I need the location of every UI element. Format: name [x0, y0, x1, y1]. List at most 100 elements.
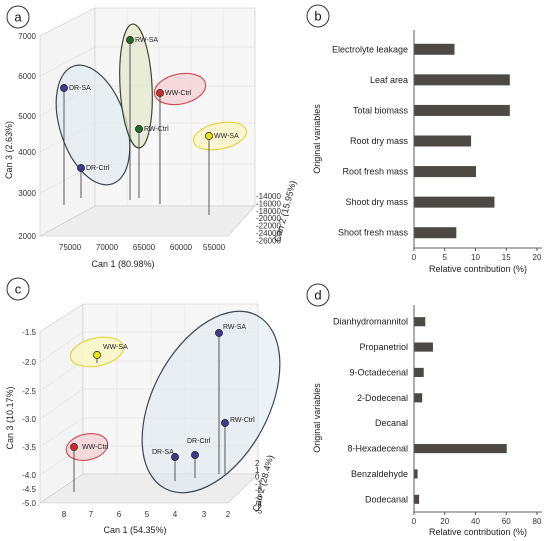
category-label-dodecanal: Dodecanal: [365, 494, 408, 504]
z-tick-22000: -22000: [256, 222, 281, 231]
panel-c-ellipse-ww-ctrl: [65, 433, 109, 461]
x-tick-label-15: 15: [502, 253, 511, 262]
panel-c-badge-letter: c: [15, 282, 22, 297]
panel-d-badge: [306, 283, 330, 307]
bar-electrolyte-leakage: [414, 43, 455, 55]
y-tick-4-0: -4.0: [22, 471, 36, 480]
z-tick-1: 1: [255, 466, 260, 475]
point-label-rw-ctrl: RW-Ctrl: [230, 417, 255, 424]
category-label-9-octadecenal: 9-Octadecenal: [349, 367, 408, 377]
x-tick-55000: 55000: [203, 243, 226, 252]
y-tick-4000: 4000: [18, 148, 36, 157]
panel-a-ellipse-ww-sa: [192, 121, 248, 151]
point-ww-sa: [205, 132, 213, 140]
y-tick-6000: 6000: [18, 72, 36, 81]
category-label-decanal: Decanal: [375, 418, 408, 428]
x-tick-label-80: 80: [533, 517, 542, 526]
point-label-rw-sa: RW-SA: [135, 37, 158, 44]
z-tick-2: -2: [255, 486, 263, 495]
z-tick-20000: -20000: [256, 214, 281, 223]
y-tick-3-5: -3.5: [22, 443, 36, 452]
x-tick-label-5: 5: [443, 253, 448, 262]
x-tick-label-40: 40: [471, 517, 480, 526]
x-tick-60000: 60000: [170, 243, 193, 252]
category-label-total-biomass: Total biomass: [353, 105, 409, 115]
panel-a-floor: [39, 205, 256, 237]
category-label-shoot-dry-mass: Shoot dry mass: [345, 197, 408, 207]
z-tick-5: -5: [255, 507, 263, 516]
panel-a-y-axis-label: Can 3 (2.63%): [4, 121, 14, 179]
point-rw-sa: [126, 36, 134, 44]
bar-dodecanal: [414, 494, 420, 504]
bar-propanetriol: [414, 342, 433, 352]
panel-b-bar-chart: Electrolyte leakage Leaf area Total biomas…: [306, 4, 542, 274]
panel-d-y-axis-label: Original variables: [312, 383, 322, 453]
panel-d-bar-chart: Dianhydromannitol Propanetriol 9-Octadecen…: [306, 283, 542, 537]
panel-a-badge-letter: a: [14, 10, 22, 25]
x-tick-70000: 70000: [96, 243, 119, 252]
point-label-ww-sa: WW-SA: [103, 344, 128, 351]
x-tick-75000: 75000: [59, 243, 82, 252]
y-tick-4-5: -4.5: [22, 485, 36, 494]
panel-d-x-axis-label: Relative contribution (%): [429, 527, 527, 537]
z-tick-4: -4: [255, 500, 263, 509]
panel-a-x-axis-label: Can 1 (80.98%): [91, 259, 154, 269]
point-ww-ctrl: [156, 89, 164, 97]
point-rw-sa: [215, 329, 223, 337]
panel-b-badge-letter: b: [314, 9, 321, 24]
bar-8-hexadecenal: [414, 443, 507, 454]
z-tick-3: -3: [255, 493, 263, 502]
point-label-dr-ctrl: DR-Ctrl: [187, 438, 211, 445]
category-label-2-dodecenal: 2-Dodecenal: [357, 393, 408, 403]
x-tick-7: 7: [89, 510, 94, 519]
y-tick-7000: 7000: [18, 32, 36, 41]
panel-b-badge: [306, 4, 330, 28]
point-ww-sa: [93, 351, 101, 359]
z-tick-2: 2: [255, 459, 260, 468]
point-rw-ctrl: [221, 419, 229, 427]
bar-dianhydromannitol: [414, 317, 426, 327]
panel-c-ellipse-dr-rw: [141, 310, 281, 494]
z-tick-0: 0: [255, 473, 260, 482]
x-tick-2: 2: [226, 510, 231, 519]
point-ww-ctrl: [70, 443, 78, 451]
bar-total-biomass: [414, 104, 510, 116]
point-label-ww-ctrl: WW-Ctrl: [82, 444, 109, 451]
category-label-shoot-fresh-mass: Shoot fresh mass: [338, 228, 409, 238]
x-tick-label-0: 0: [412, 517, 417, 526]
point-dr-sa: [60, 84, 68, 92]
category-label-root-dry-mass: Root dry mass: [350, 136, 409, 146]
category-label-benzaldehyde: Benzaldehyde: [351, 469, 408, 479]
point-rw-ctrl: [135, 125, 143, 133]
point-dr-ctrl: [77, 164, 85, 172]
z-tick-14000: -14000: [256, 192, 281, 201]
category-label-root-fresh-mass: Root fresh mass: [342, 167, 408, 177]
panel-c-3d-scatter: RW-SA WW-SA RW-Ctrl DR-Ctrl DR-SA WW-Ctrl -1.…: [5, 277, 281, 535]
y-tick-2-5: -2.5: [22, 387, 36, 396]
category-label-propanetriol: Propanetriol: [359, 342, 408, 352]
panel-b-x-axis-label: Relative contribution (%): [429, 264, 527, 274]
y-tick-3-0: -3.0: [22, 415, 36, 424]
panel-c-y-axis-label: Can 3 (10.17%): [5, 386, 15, 449]
z-tick-1: -1: [255, 479, 263, 488]
bar-leaf-area: [414, 74, 510, 86]
z-tick-18000: -18000: [256, 207, 281, 216]
bar-root-fresh-mass: [414, 166, 476, 178]
point-label-dr-ctrl: DR-Ctrl: [86, 165, 110, 172]
x-tick-5: 5: [145, 510, 150, 519]
point-label-dr-sa: DR-SA: [69, 85, 91, 92]
point-label-dr-sa: DR-SA: [152, 449, 174, 456]
x-tick-label-20: 20: [440, 517, 449, 526]
z-tick-16000: -16000: [256, 199, 281, 208]
x-tick-label-60: 60: [502, 517, 511, 526]
x-tick-label-0: 0: [412, 253, 417, 262]
bar-2-dodecenal: [414, 393, 423, 403]
panel-a-badge: [6, 5, 30, 29]
point-label-rw-sa: RW-SA: [223, 324, 246, 331]
panel-a-3d-scatter: DR-SA DR-Ctrl RW-SA RW-Ctrl WW-Ctrl WW-SA 200…: [4, 5, 298, 269]
x-tick-3: 3: [202, 510, 207, 519]
x-tick-label-10: 10: [471, 253, 480, 262]
bar-benzaldehyde: [414, 469, 418, 479]
point-label-rw-ctrl: RW-Ctrl: [144, 126, 169, 133]
